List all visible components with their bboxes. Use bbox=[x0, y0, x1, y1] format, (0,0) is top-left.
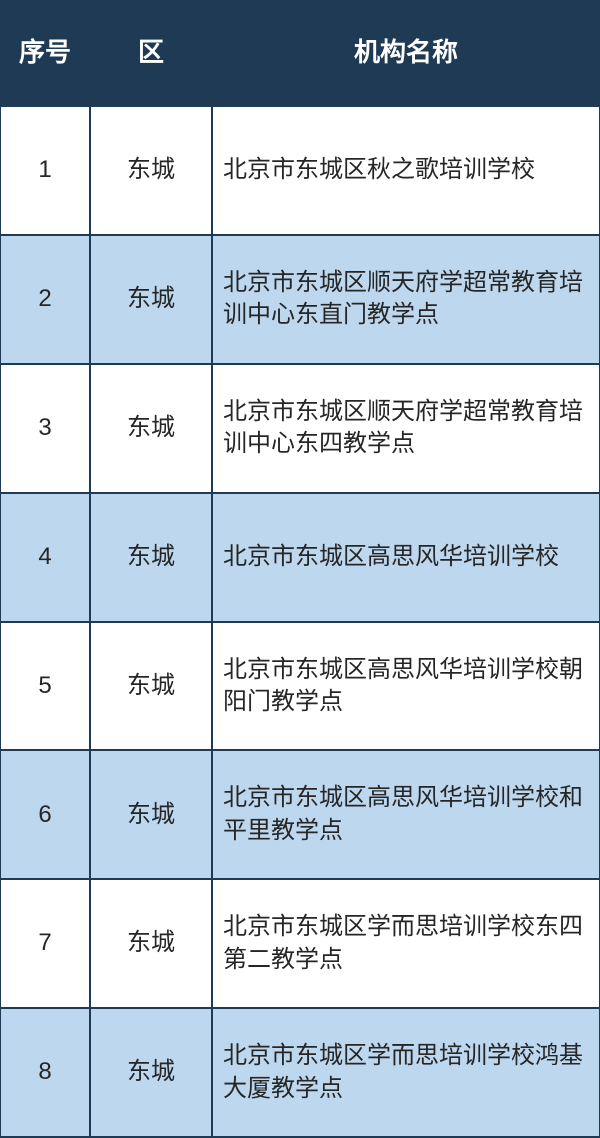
table-row: 2 东城 北京市东城区顺天府学超常教育培训中心东直门教学点 bbox=[0, 235, 600, 364]
cell-district-value: 东城 bbox=[127, 283, 175, 315]
table-row: 1 东城 北京市东城区秋之歌培训学校 bbox=[0, 106, 600, 235]
cell-seq: 5 bbox=[0, 621, 91, 752]
header-district: 区 bbox=[89, 0, 213, 107]
cell-district-value: 东城 bbox=[127, 799, 175, 831]
cell-name: 北京市东城区秋之歌培训学校 bbox=[211, 105, 600, 236]
cell-name: 北京市东城区顺天府学超常教育培训中心东四教学点 bbox=[211, 363, 600, 494]
cell-district: 东城 bbox=[89, 1007, 213, 1138]
cell-name-value: 北京市东城区高思风华培训学校 bbox=[223, 541, 559, 573]
cell-district-value: 东城 bbox=[127, 927, 175, 959]
cell-district-value: 东城 bbox=[127, 1056, 175, 1088]
header-district-label: 区 bbox=[138, 35, 164, 70]
institutions-table: 序号 区 机构名称 1 东城 北京市东城区秋之歌培训学校 2 东城 北京市东城区… bbox=[0, 0, 600, 1137]
cell-name-value: 北京市东城区学而思培训学校鸿基大厦教学点 bbox=[223, 1040, 589, 1105]
cell-district-value: 东城 bbox=[127, 670, 175, 702]
cell-seq-value: 7 bbox=[38, 927, 51, 959]
table-row: 5 东城 北京市东城区高思风华培训学校朝阳门教学点 bbox=[0, 622, 600, 751]
cell-seq-value: 4 bbox=[38, 541, 51, 573]
cell-name: 北京市东城区顺天府学超常教育培训中心东直门教学点 bbox=[211, 234, 600, 365]
cell-district: 东城 bbox=[89, 749, 213, 880]
cell-seq: 8 bbox=[0, 1007, 91, 1138]
cell-name-value: 北京市东城区顺天府学超常教育培训中心东四教学点 bbox=[223, 396, 589, 461]
table-row: 4 东城 北京市东城区高思风华培训学校 bbox=[0, 493, 600, 622]
header-seq: 序号 bbox=[0, 0, 91, 107]
cell-name-value: 北京市东城区高思风华培训学校朝阳门教学点 bbox=[223, 654, 589, 719]
cell-district-value: 东城 bbox=[127, 541, 175, 573]
cell-seq: 7 bbox=[0, 878, 91, 1009]
cell-district: 东城 bbox=[89, 621, 213, 752]
cell-district: 东城 bbox=[89, 234, 213, 365]
cell-name-value: 北京市东城区学而思培训学校东四第二教学点 bbox=[223, 911, 589, 976]
table-row: 8 东城 北京市东城区学而思培训学校鸿基大厦教学点 bbox=[0, 1008, 600, 1137]
table-header-row: 序号 区 机构名称 bbox=[0, 0, 600, 106]
header-seq-label: 序号 bbox=[19, 35, 71, 70]
cell-seq: 1 bbox=[0, 105, 91, 236]
cell-name: 北京市东城区高思风华培训学校 bbox=[211, 492, 600, 623]
header-name: 机构名称 bbox=[211, 0, 600, 107]
cell-district: 东城 bbox=[89, 363, 213, 494]
cell-seq: 4 bbox=[0, 492, 91, 623]
cell-name: 北京市东城区学而思培训学校鸿基大厦教学点 bbox=[211, 1007, 600, 1138]
cell-name-value: 北京市东城区秋之歌培训学校 bbox=[223, 154, 535, 186]
cell-seq-value: 1 bbox=[38, 154, 51, 186]
cell-seq-value: 2 bbox=[38, 283, 51, 315]
cell-seq-value: 3 bbox=[38, 412, 51, 444]
header-name-label: 机构名称 bbox=[354, 35, 458, 70]
cell-name-value: 北京市东城区高思风华培训学校和平里教学点 bbox=[223, 782, 589, 847]
cell-seq-value: 6 bbox=[38, 799, 51, 831]
cell-district: 东城 bbox=[89, 492, 213, 623]
cell-district: 东城 bbox=[89, 105, 213, 236]
cell-name: 北京市东城区高思风华培训学校朝阳门教学点 bbox=[211, 621, 600, 752]
cell-seq-value: 5 bbox=[38, 670, 51, 702]
cell-district-value: 东城 bbox=[127, 154, 175, 186]
cell-name-value: 北京市东城区顺天府学超常教育培训中心东直门教学点 bbox=[223, 267, 589, 332]
cell-seq: 2 bbox=[0, 234, 91, 365]
table-row: 7 东城 北京市东城区学而思培训学校东四第二教学点 bbox=[0, 879, 600, 1008]
cell-district-value: 东城 bbox=[127, 412, 175, 444]
cell-seq-value: 8 bbox=[38, 1056, 51, 1088]
cell-seq: 3 bbox=[0, 363, 91, 494]
cell-district: 东城 bbox=[89, 878, 213, 1009]
table-row: 6 东城 北京市东城区高思风华培训学校和平里教学点 bbox=[0, 750, 600, 879]
cell-seq: 6 bbox=[0, 749, 91, 880]
cell-name: 北京市东城区高思风华培训学校和平里教学点 bbox=[211, 749, 600, 880]
table-row: 3 东城 北京市东城区顺天府学超常教育培训中心东四教学点 bbox=[0, 364, 600, 493]
cell-name: 北京市东城区学而思培训学校东四第二教学点 bbox=[211, 878, 600, 1009]
